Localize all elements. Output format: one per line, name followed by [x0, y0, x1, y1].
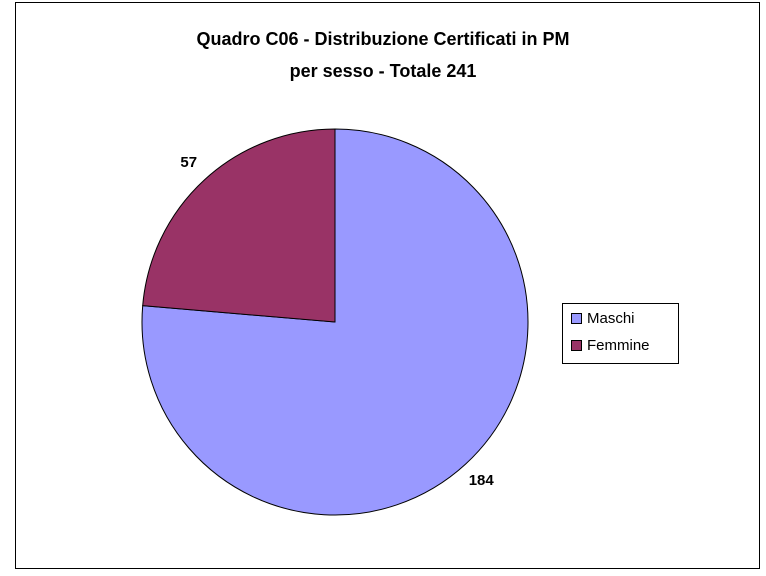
- legend-swatch: [571, 340, 582, 351]
- chart-title: Quadro C06 - Distribuzione Certificati i…: [196, 29, 569, 49]
- pie-slice: [142, 128, 336, 323]
- data-label: 57: [180, 154, 197, 171]
- legend-label: Maschi: [587, 310, 635, 327]
- legend-swatch: [571, 313, 582, 324]
- legend-label: Femmine: [587, 337, 650, 354]
- data-label: 184: [469, 472, 495, 489]
- chart-title: per sesso - Totale 241: [290, 61, 477, 81]
